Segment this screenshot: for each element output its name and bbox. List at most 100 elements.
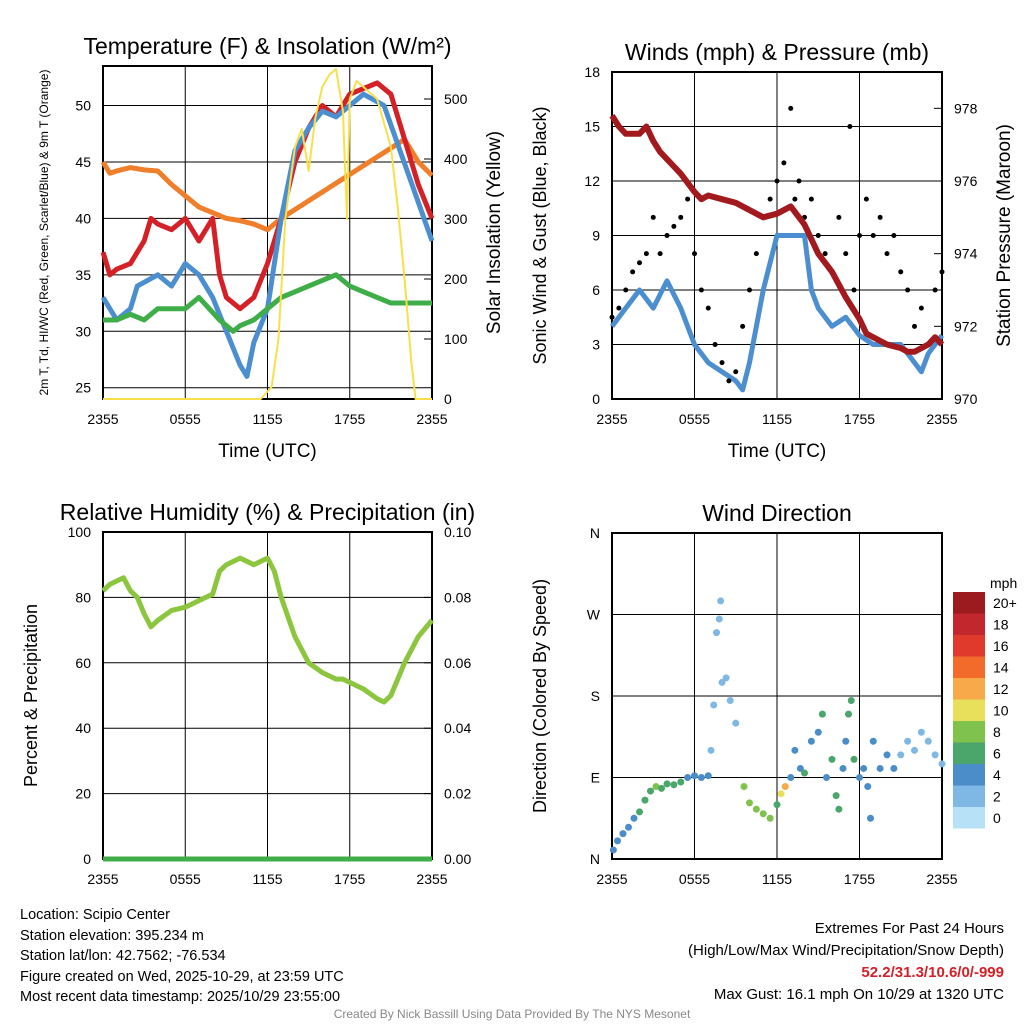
gust-point [692, 251, 697, 257]
credit: Created By Nick Bassill Using Data Provi… [333, 1007, 691, 1021]
gust-point [870, 233, 876, 238]
panel-title: Winds (mph) & Pressure (mb) [625, 39, 929, 65]
y-tick-label: E [591, 770, 600, 786]
legend-swatch [953, 699, 985, 721]
y2-tick-label: 100 [444, 331, 468, 347]
legend-label: 12 [993, 681, 1009, 697]
gust-point [671, 223, 677, 229]
legend-label: 16 [993, 638, 1009, 654]
y-tick-label: 80 [75, 589, 91, 605]
direction-point [697, 774, 705, 781]
direction-point [677, 778, 685, 786]
legend-label: 14 [993, 660, 1009, 676]
y-tick-label: 12 [584, 173, 600, 189]
direction-point [619, 830, 627, 838]
gust-point [781, 160, 787, 166]
direction-point [814, 728, 822, 736]
direction-point [791, 746, 799, 754]
x-tick-label: 2355 [926, 871, 957, 887]
direction-point [777, 790, 785, 798]
y-tick-label: 100 [68, 524, 92, 540]
gust-point [678, 214, 684, 220]
gust-point [822, 251, 828, 257]
gust-point [808, 196, 814, 202]
direction-point [818, 710, 826, 718]
panel-title: Temperature (F) & Insolation (W/m²) [83, 33, 451, 59]
x-tick-label: 1755 [334, 411, 365, 427]
latlon: Station lat/lon: 42.7562; -76.534 [20, 948, 226, 964]
gust-point [719, 360, 725, 366]
direction-point [867, 814, 874, 822]
gust-point [726, 378, 732, 384]
y2-tick-label: 0 [444, 391, 452, 407]
direction-point [704, 772, 712, 780]
direction-point [845, 710, 852, 718]
y-tick-label: 35 [75, 267, 91, 283]
x-tick-label: 1155 [762, 411, 792, 427]
direction-point [839, 764, 847, 772]
direction-point [647, 787, 654, 795]
y-tick-label: 45 [75, 154, 91, 170]
x-tick-label: 0555 [170, 871, 201, 887]
y2-tick-label: 300 [444, 211, 468, 227]
gust-point [847, 124, 853, 129]
gust-point [905, 287, 911, 293]
gust-point [767, 196, 773, 202]
direction-point [718, 678, 726, 686]
y2-tick-label: 500 [444, 91, 468, 107]
gust-point [857, 233, 862, 238]
x-tick-label: 1755 [844, 411, 875, 427]
legend-label: 8 [993, 724, 1001, 740]
y-axis-label: Direction (Colored By Speed) [530, 579, 550, 813]
gust-point [815, 233, 821, 238]
direction-point [752, 805, 760, 813]
gust-point [788, 105, 794, 111]
direction-point [860, 764, 868, 772]
y2-axis-label: Station Pressure (Maroon) [994, 124, 1015, 347]
gust-point [657, 251, 663, 257]
series-2m-t [100, 80, 435, 312]
extremes-values: 52.2/31.3/10.6/0/-999 [861, 964, 1004, 981]
gust-point [609, 314, 615, 320]
legend-swatch [953, 613, 985, 635]
x-tick-label: 2355 [416, 871, 447, 887]
direction-point [773, 801, 781, 809]
direction-point [876, 764, 884, 772]
direction-point [897, 751, 905, 759]
y-tick-label: 0 [592, 391, 600, 407]
direction-point [856, 774, 863, 781]
y-axis-label: Percent & Precipitation [21, 604, 41, 787]
x-tick-label: 1155 [762, 871, 792, 887]
y2-tick-label: 0.00 [444, 851, 471, 867]
x-tick-label: 2355 [596, 411, 627, 427]
gust-point [698, 287, 704, 293]
x-tick-label: 2355 [926, 411, 957, 427]
gust-point [740, 323, 746, 329]
x-tick-label: 2355 [87, 871, 118, 887]
direction-point [847, 697, 855, 705]
gust-point [836, 214, 842, 220]
extremes: Extremes For Past 24 Hours (High/Low/Max… [688, 918, 1004, 1006]
y2-tick-label: 0.08 [444, 589, 471, 605]
gust-point [851, 287, 857, 293]
direction-point [732, 719, 740, 727]
x-tick-label: 0555 [679, 411, 710, 427]
gust-point [753, 251, 759, 257]
direction-point [869, 737, 877, 745]
recent: Most recent data timestamp: 2025/10/29 2… [20, 989, 341, 1005]
series-station-pressure [609, 113, 945, 355]
gust-point [733, 369, 739, 375]
legend-swatch [953, 635, 985, 657]
series-hi-wc [100, 91, 435, 379]
direction-point [740, 783, 748, 791]
x-tick-label: 2355 [416, 411, 447, 427]
y-tick-label: 15 [584, 119, 600, 135]
y-tick-label: 0 [83, 851, 91, 867]
gust-point [891, 233, 897, 238]
y2-tick-label: 978 [954, 100, 978, 116]
direction-point [746, 799, 753, 807]
direction-point [787, 774, 795, 781]
x-tick-label: 0555 [679, 871, 710, 887]
direction-point [614, 837, 621, 845]
